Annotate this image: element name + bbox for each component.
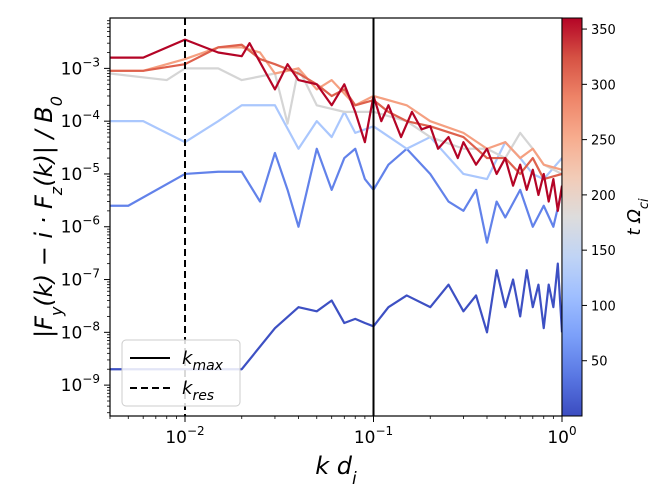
colorbar-tick-label: 250 [591,134,616,149]
y-tick-label: 10−4 [61,108,100,132]
x-tick-label: 100 [547,424,576,448]
y-tick-label: 10−5 [61,161,100,185]
series-line-t=5 [110,262,562,371]
y-tick-label: 10−8 [61,319,100,343]
y-tick-label: 10−3 [61,55,100,79]
colorbar-ticks: 50 100 150 200 250 300 350 [582,23,616,370]
x-tick-label: 10−2 [165,424,204,448]
colorbar-tick-label: 350 [591,23,616,38]
x-tick-label: 10−1 [354,424,393,448]
colorbar-label: t Ωci [624,198,652,236]
colorbar-tick-label: 300 [591,78,616,93]
series-line-t=350 [110,38,562,212]
legend-label: kres [182,378,214,404]
legend-box [121,339,241,407]
x-axis-label: k di [315,452,357,489]
legend-label: kmax [182,348,224,374]
y-axis: 10−9 10−8 10−7 10−6 10−5 10−4 10−3 [61,20,110,414]
colorbar [561,17,583,417]
colorbar-tick-label: 50 [591,355,608,370]
colorbar-tick-label: 200 [591,189,616,204]
colorbar-tick-label: 150 [591,244,616,259]
y-tick-label: 10−9 [61,372,100,396]
x-axis: 10−2 10−1 100 [109,416,577,448]
series-line-t=190 [110,67,562,175]
series-line-t=300 [110,43,562,181]
series-layer [110,38,562,371]
y-tick-label: 10−7 [61,267,100,291]
colorbar-tick-label: 100 [591,299,616,314]
y-tick-label: 10−6 [61,214,100,238]
legend: kmax kres [121,339,241,407]
